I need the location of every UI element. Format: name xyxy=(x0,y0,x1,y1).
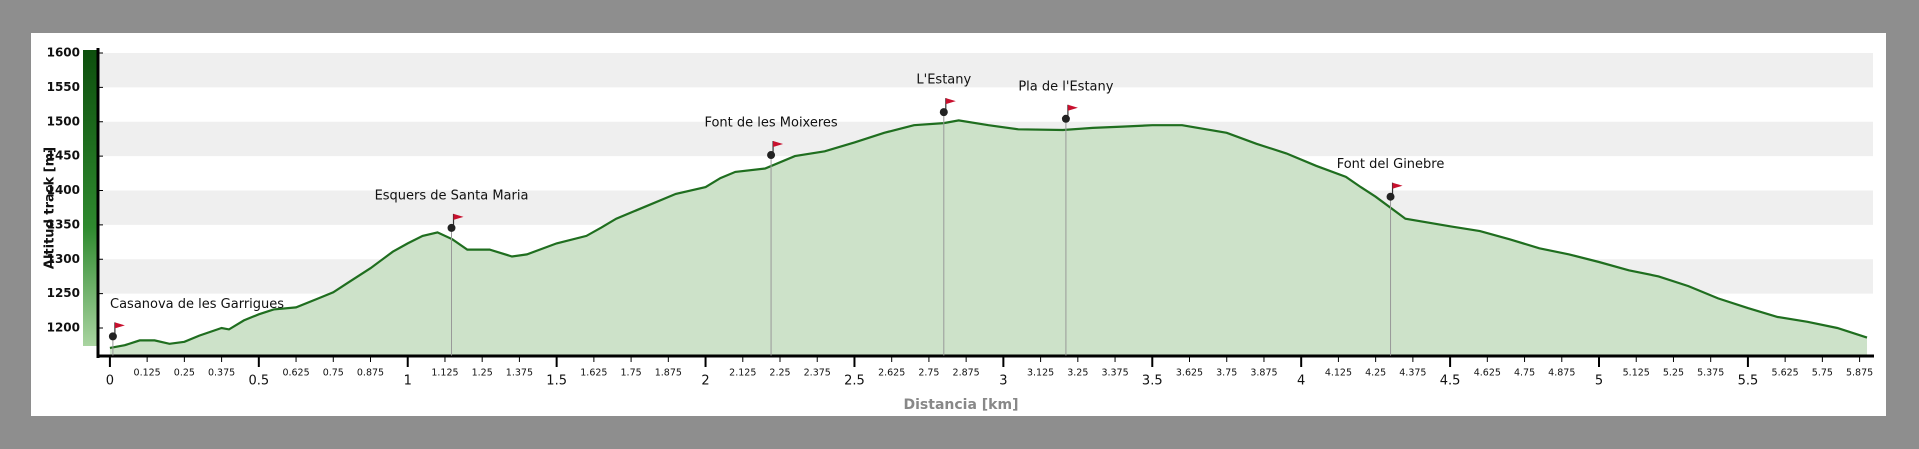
y-tick-label: 1250 xyxy=(47,286,80,300)
y-tick-label: 1550 xyxy=(47,80,80,94)
x-tick-label: 5.375 xyxy=(1697,368,1724,379)
x-tick-label: 2.625 xyxy=(878,368,905,379)
y-tick-label: 1400 xyxy=(47,183,80,197)
grid-band xyxy=(98,53,1873,88)
x-tick-label: 2.75 xyxy=(918,368,939,379)
x-tick-label: 1.25 xyxy=(472,368,493,379)
x-tick-label: 1 xyxy=(404,374,412,389)
flag xyxy=(945,98,956,105)
waypoint-marker xyxy=(108,332,117,341)
y-tick-label: 1600 xyxy=(47,46,80,60)
waypoint-label: Pla de l'Estany xyxy=(1018,79,1113,94)
waypoint-label: Font del Ginebre xyxy=(1337,157,1445,172)
x-tick-label: 0.875 xyxy=(357,368,384,379)
x-tick-label: 3.375 xyxy=(1101,368,1128,379)
x-tick-label: 2.375 xyxy=(804,368,831,379)
x-tick-label: 1.5 xyxy=(546,374,567,389)
x-tick-label: 2.25 xyxy=(769,368,790,379)
flag xyxy=(1392,182,1403,189)
x-tick-label: 2.5 xyxy=(844,374,865,389)
x-tick-label: 3.125 xyxy=(1027,368,1054,379)
y-tick-label: 1350 xyxy=(47,217,80,231)
x-tick-label: 5.5 xyxy=(1738,374,1759,389)
flag xyxy=(114,322,125,329)
waypoint-marker xyxy=(939,108,948,117)
y-tick-label: 1300 xyxy=(47,252,80,266)
flag xyxy=(1067,104,1078,111)
x-tick-label: 1.625 xyxy=(580,368,607,379)
x-tick-label: 0 xyxy=(106,374,114,389)
x-tick-label: 4.5 xyxy=(1440,374,1461,389)
x-tick-label: 3.25 xyxy=(1067,368,1088,379)
x-tick-label: 5.75 xyxy=(1812,368,1833,379)
flag xyxy=(453,213,464,220)
y-tick-label: 1500 xyxy=(47,114,80,128)
x-tick-label: 4.375 xyxy=(1399,368,1426,379)
x-tick-label: 1.375 xyxy=(506,368,533,379)
x-tick-label: 0.375 xyxy=(208,368,235,379)
x-tick-label: 3.5 xyxy=(1142,374,1163,389)
x-tick-label: 3 xyxy=(999,374,1007,389)
y-tick-label: 1200 xyxy=(47,321,80,335)
x-tick-label: 5.25 xyxy=(1663,368,1684,379)
waypoint-marker xyxy=(1061,114,1070,123)
x-tick-label: 5.875 xyxy=(1846,368,1873,379)
area-fill xyxy=(109,120,1868,356)
waypoint-label: L'Estany xyxy=(916,73,971,88)
x-axis-label: Distancia [km] xyxy=(904,397,1019,413)
x-tick-label: 0.75 xyxy=(323,368,344,379)
x-tick-label: 5.625 xyxy=(1772,368,1799,379)
x-tick-label: 1.875 xyxy=(655,368,682,379)
y-tick-label: 1450 xyxy=(47,149,80,163)
x-tick-label: 4.125 xyxy=(1325,368,1352,379)
x-tick-label: 1.75 xyxy=(621,368,642,379)
x-tick-label: 4.25 xyxy=(1365,368,1386,379)
waypoint-marker xyxy=(767,151,776,160)
x-tick-label: 4 xyxy=(1297,374,1305,389)
x-tick-label: 2 xyxy=(701,374,709,389)
x-tick-label: 2.125 xyxy=(729,368,756,379)
flag xyxy=(773,141,784,148)
x-tick-label: 4.75 xyxy=(1514,368,1535,379)
waypoint-label: Casanova de les Garrigues xyxy=(110,297,284,312)
waypoint-label: Font de les Moixeres xyxy=(704,116,837,131)
x-tick-label: 0.625 xyxy=(282,368,309,379)
y-axis-bar xyxy=(83,50,98,346)
x-tick-label: 3.75 xyxy=(1216,368,1237,379)
waypoint-marker xyxy=(1386,192,1395,201)
x-tick-label: 5.125 xyxy=(1623,368,1650,379)
x-tick-label: 4.625 xyxy=(1474,368,1501,379)
x-tick-label: 5 xyxy=(1595,374,1603,389)
waypoint-marker xyxy=(447,223,456,232)
waypoint-label: Esquers de Santa Maria xyxy=(375,188,529,203)
x-tick-label: 0.125 xyxy=(134,368,161,379)
x-tick-label: 1.125 xyxy=(431,368,458,379)
x-tick-label: 0.25 xyxy=(174,368,195,379)
x-tick-label: 0.5 xyxy=(248,374,269,389)
x-tick-label: 3.875 xyxy=(1250,368,1277,379)
y-axis-label: Altitud track [m] xyxy=(43,147,58,269)
x-tick-label: 4.875 xyxy=(1548,368,1575,379)
profile-line xyxy=(109,119,1868,349)
x-tick-label: 3.625 xyxy=(1176,368,1203,379)
x-tick-label: 2.875 xyxy=(953,368,980,379)
